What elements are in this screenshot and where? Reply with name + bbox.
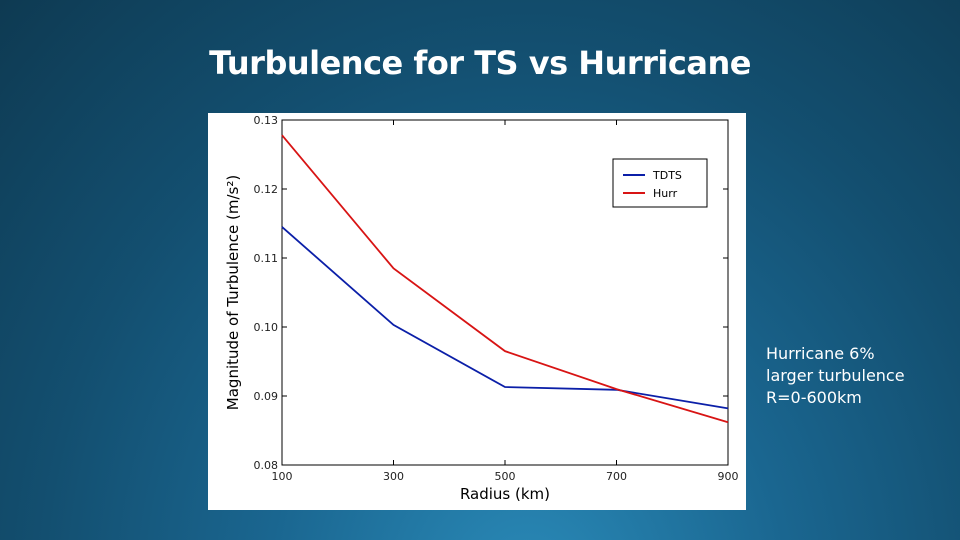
x-tick-label: 700 bbox=[606, 470, 627, 483]
line-chart: 100 300 500 700 9000.080.090.100.110.120.13 … bbox=[224, 114, 739, 503]
note-line-1: Hurricane 6% bbox=[766, 344, 875, 363]
series-line-hurr bbox=[281, 134, 729, 424]
y-axis-label: Magnitude of Turbulence (m/s²) bbox=[224, 175, 242, 410]
y-tick-label: 0.09 bbox=[254, 390, 279, 403]
note-line-3: R=0-600km bbox=[766, 388, 862, 407]
x-tick-label: 300 bbox=[383, 470, 404, 483]
y-tick-label: 0.13 bbox=[254, 114, 279, 127]
slide-title: Turbulence for TS vs Hurricane bbox=[209, 44, 751, 82]
legend-label-tdts: TDTS bbox=[652, 169, 682, 182]
chart-panel: 100 300 500 700 900 0.08 0.09 0.10 0.11 0.12 0.13 … bbox=[208, 113, 746, 510]
legend-label-hurr: Hurr bbox=[653, 187, 678, 200]
note-line-2: larger turbulence bbox=[766, 366, 905, 385]
legend-box bbox=[612, 158, 708, 208]
x-tick-label: 500 bbox=[495, 470, 516, 483]
y-tick-label: 0.08 bbox=[254, 459, 279, 472]
y-tick-label: 0.11 bbox=[254, 252, 279, 265]
y-tick-label: 0.10 bbox=[254, 321, 279, 334]
side-note: Hurricane 6% larger turbulence R=0-600km bbox=[766, 343, 905, 409]
x-axis-label: Radius (km) bbox=[460, 485, 550, 503]
y-tick-label: 0.12 bbox=[254, 183, 279, 196]
x-tick-label: 100 bbox=[272, 470, 293, 483]
x-tick-label: 900 bbox=[718, 470, 739, 483]
series-line-tdts bbox=[281, 226, 729, 410]
